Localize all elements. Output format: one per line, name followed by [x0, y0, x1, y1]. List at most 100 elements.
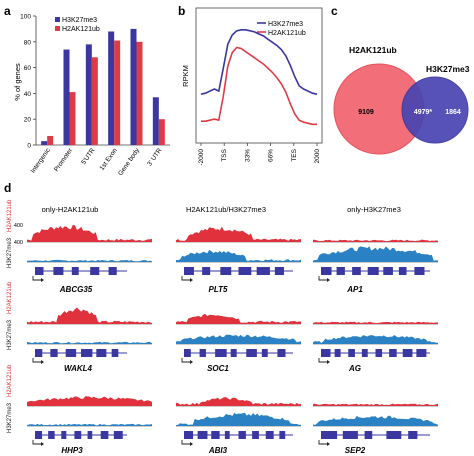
h3k27me3-track — [313, 415, 438, 426]
gene-label: WAKL4 — [64, 364, 93, 373]
y-tick-label: 40 — [24, 91, 32, 98]
h3k27me3-track — [176, 412, 301, 426]
gene-label: ABI3 — [208, 446, 228, 455]
venn-diagram: H2AK121ub H3K27me3 9109 4979* 1864 — [333, 45, 470, 155]
legend-label-h3k27me3: H3K27me3 — [62, 17, 97, 24]
tss-arrow-icon — [318, 276, 327, 281]
gene-exon — [48, 431, 55, 439]
x-tick-label: Intergenic — [30, 147, 53, 175]
column-title-both: H2AK121ub/H3K27me3 — [186, 205, 266, 214]
gene-exon — [348, 349, 355, 357]
gene-exon — [408, 431, 418, 439]
gene-label: SOC1 — [207, 364, 229, 373]
bar-chart-legend: H3K27me3 H2AK121ub — [55, 17, 100, 33]
bar — [108, 31, 115, 146]
h2ak121ub-track — [313, 239, 438, 242]
gene-exon — [279, 431, 286, 439]
gene-exon — [321, 431, 338, 439]
column-title-only-h2ak121ub: only-H2AK121ub — [42, 205, 99, 214]
gene-exon — [367, 267, 379, 275]
y-tick-label: 0 — [27, 143, 31, 150]
gene-exon — [184, 431, 194, 439]
gene-exon — [100, 431, 109, 439]
gene-exon — [61, 431, 67, 439]
gene-exon — [402, 349, 413, 357]
gene-exon — [184, 349, 191, 357]
gene-exon — [334, 349, 341, 357]
x-tick-label: 3' UTR — [146, 147, 163, 168]
gene-exon — [238, 267, 252, 275]
gene-exon — [416, 349, 427, 357]
tss-arrow-icon — [32, 440, 41, 445]
ylabel-h3k27me3: H3K27me3 — [7, 319, 13, 350]
h2ak121ub-track — [313, 321, 438, 324]
column-title-only-h3k27me3: only-H3K27me3 — [347, 205, 401, 214]
gene-exon — [96, 349, 107, 357]
gene-exon — [202, 267, 211, 275]
gene-exon — [256, 267, 270, 275]
gene-exon — [197, 431, 208, 439]
ylabel-row1: H3K27me3 H2AK121ub — [7, 199, 13, 268]
gene-exon — [50, 349, 58, 357]
ylabel-h3k27me3: H3K27me3 — [7, 402, 13, 433]
y-tick-label: 20 — [24, 117, 32, 124]
line-chart: RPKM H3K27me3 H2AK121ub -2000 TSS 33% 66% TE… — [181, 7, 323, 166]
tss-arrow-head-icon — [190, 278, 193, 282]
tss-arrow-icon — [32, 358, 41, 363]
bar — [85, 44, 92, 145]
gene-exon — [215, 349, 227, 357]
tss-arrow-head-icon — [190, 442, 193, 446]
gene-label: SEP2 — [345, 446, 366, 455]
panel-label-a: a — [4, 4, 11, 18]
gene-exon — [261, 349, 268, 357]
y-tick-label: 60 — [24, 65, 32, 72]
y-tick-label: 100 — [20, 14, 31, 21]
ylabel-row2: H3K27me3 H2AK121ub — [7, 281, 13, 350]
line-chart-frame — [195, 7, 323, 144]
tss-arrow-icon — [32, 276, 41, 281]
h3k27me3-track — [27, 259, 152, 262]
line-chart-legend: H3K27me3 H2AK121ub — [257, 21, 306, 37]
h2ak121ub-track — [176, 226, 301, 242]
gene-exon — [211, 431, 220, 439]
tss-arrow-icon — [318, 358, 327, 363]
h3k27me3-track — [313, 246, 438, 262]
gene-exon — [81, 349, 93, 357]
h3k27me3-track — [27, 423, 152, 426]
gene-exon — [184, 267, 194, 275]
gene-exon — [111, 349, 119, 357]
x-tick-label: 5'UTR — [80, 147, 96, 166]
tss-arrow-head-icon — [41, 360, 44, 364]
gene-exon — [265, 431, 274, 439]
venn-count-only-h2ak121ub: 9109 — [358, 109, 374, 116]
bar — [158, 119, 165, 145]
h2ak121ub-track — [27, 396, 152, 406]
gene-exon — [35, 349, 43, 357]
scale-top-row1: 400 — [14, 223, 23, 229]
gene-exon — [87, 431, 93, 439]
gene-label: AG — [348, 364, 361, 373]
panel-label-c: c — [331, 4, 338, 18]
legend-label-h3k27me3: H3K27me3 — [268, 21, 303, 28]
h3k27me3-track — [313, 335, 438, 344]
gene-exon — [386, 431, 402, 439]
gene-exon — [361, 349, 368, 357]
gene-labels: ABCG35 PLT5 AP1 WAKL4 SOC1 AG HHP3 ABI3 … — [59, 285, 366, 455]
gene-exon — [352, 267, 361, 275]
gene-exon — [321, 349, 331, 357]
gene-exon — [65, 349, 77, 357]
h2ak121ub-track — [313, 403, 438, 406]
x-tick-label: Promoter — [53, 146, 75, 173]
bar-chart-ylabel: % of genes — [13, 63, 22, 101]
bar — [91, 57, 98, 145]
gene-label: HHP3 — [61, 446, 83, 455]
gene-exon — [220, 267, 232, 275]
gene-exon — [224, 431, 230, 439]
tss-arrow-head-icon — [327, 442, 330, 446]
bar — [136, 41, 143, 145]
bar — [63, 49, 70, 145]
gene-label: ABCG35 — [59, 285, 93, 294]
y-tick-label: 80 — [24, 39, 32, 46]
gene-exon — [252, 431, 259, 439]
